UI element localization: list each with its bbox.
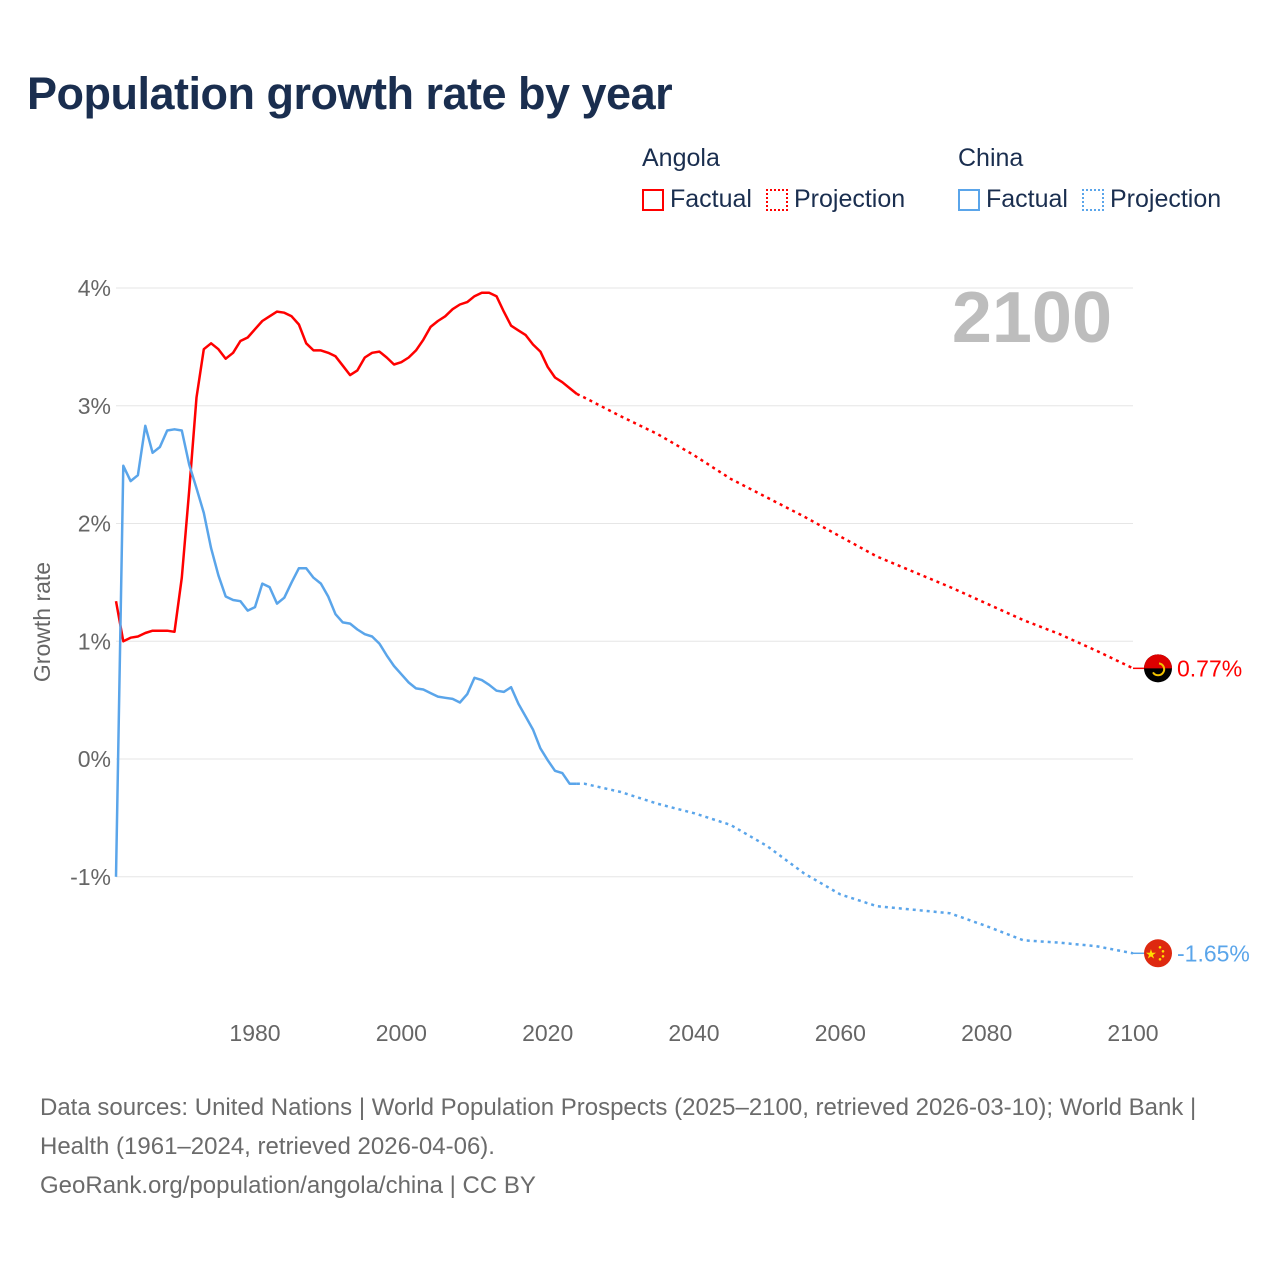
x-tick-label: 2080 xyxy=(961,1020,1012,1046)
credit-link[interactable]: GeoRank.org/population/angola/china | CC… xyxy=(40,1172,536,1199)
legend-label: Factual xyxy=(986,185,1068,213)
legend-china-factual[interactable]: Factual xyxy=(958,185,1068,214)
y-tick-label: -1% xyxy=(70,864,111,890)
legend-label: Projection xyxy=(793,185,906,213)
y-tick-label: 1% xyxy=(78,628,111,654)
x-tick-label: 1980 xyxy=(229,1020,280,1046)
china-flag-small-star xyxy=(1158,957,1162,961)
y-tick-label: 3% xyxy=(78,393,111,419)
china-projection-line xyxy=(576,782,1134,955)
chart-title: Population growth rate by year xyxy=(27,68,673,119)
legend-label: Projection xyxy=(1109,185,1222,213)
line-chart: 4% 3% 2% 1% 0% -1% 1980 2000 2020 2040 2060 2080 210… xyxy=(29,275,1250,1046)
china-end-value-label: -1.65% xyxy=(1177,940,1250,966)
dotted-swatch-icon xyxy=(1081,188,1104,211)
china-flag-star: ★ xyxy=(1145,946,1157,961)
legend-angola: Angola Factual Projection xyxy=(642,144,905,214)
angola-projection-line xyxy=(576,392,1134,670)
x-tick-label: 2000 xyxy=(376,1020,427,1046)
current-year-display: 2100 xyxy=(952,278,1112,358)
legend-china-projection[interactable]: Projection xyxy=(1081,185,1222,214)
y-axis-label: Growth rate xyxy=(29,562,55,682)
angola-factual-line xyxy=(114,291,578,643)
china-flag-small-star xyxy=(1161,954,1165,958)
china-flag-icon xyxy=(1144,939,1172,968)
angola-end-value-label: 0.77% xyxy=(1177,655,1242,681)
dotted-swatch-icon xyxy=(765,188,788,211)
y-tick-label: 0% xyxy=(78,746,111,772)
legend-angola-factual[interactable]: Factual xyxy=(642,185,752,214)
x-tick-label: 2020 xyxy=(522,1020,573,1046)
china-flag-small-star xyxy=(1161,949,1165,953)
x-tick-label: 2040 xyxy=(668,1020,719,1046)
footer: Data sources: United Nations | World Pop… xyxy=(40,1088,1240,1205)
angola-flag-red-half xyxy=(1144,654,1172,669)
y-tick-label: 2% xyxy=(78,511,111,537)
y-tick-label: 4% xyxy=(78,275,111,301)
solid-swatch-icon xyxy=(958,188,980,211)
x-tick-label: 2060 xyxy=(815,1020,866,1046)
legend-label: Factual xyxy=(670,185,752,213)
china-flag-small-star xyxy=(1158,945,1162,949)
legend-china-title: China xyxy=(958,144,1024,172)
legend-angola-title: Angola xyxy=(642,144,720,172)
legend-china: China Factual Projection xyxy=(958,144,1221,214)
china-factual-line xyxy=(114,424,577,877)
solid-swatch-icon xyxy=(642,188,664,211)
legend-angola-projection[interactable]: Projection xyxy=(765,185,906,214)
data-sources: Data sources: United Nations | World Pop… xyxy=(40,1094,1197,1160)
x-tick-label: 2100 xyxy=(1107,1020,1158,1046)
angola-emblem xyxy=(1152,662,1166,677)
